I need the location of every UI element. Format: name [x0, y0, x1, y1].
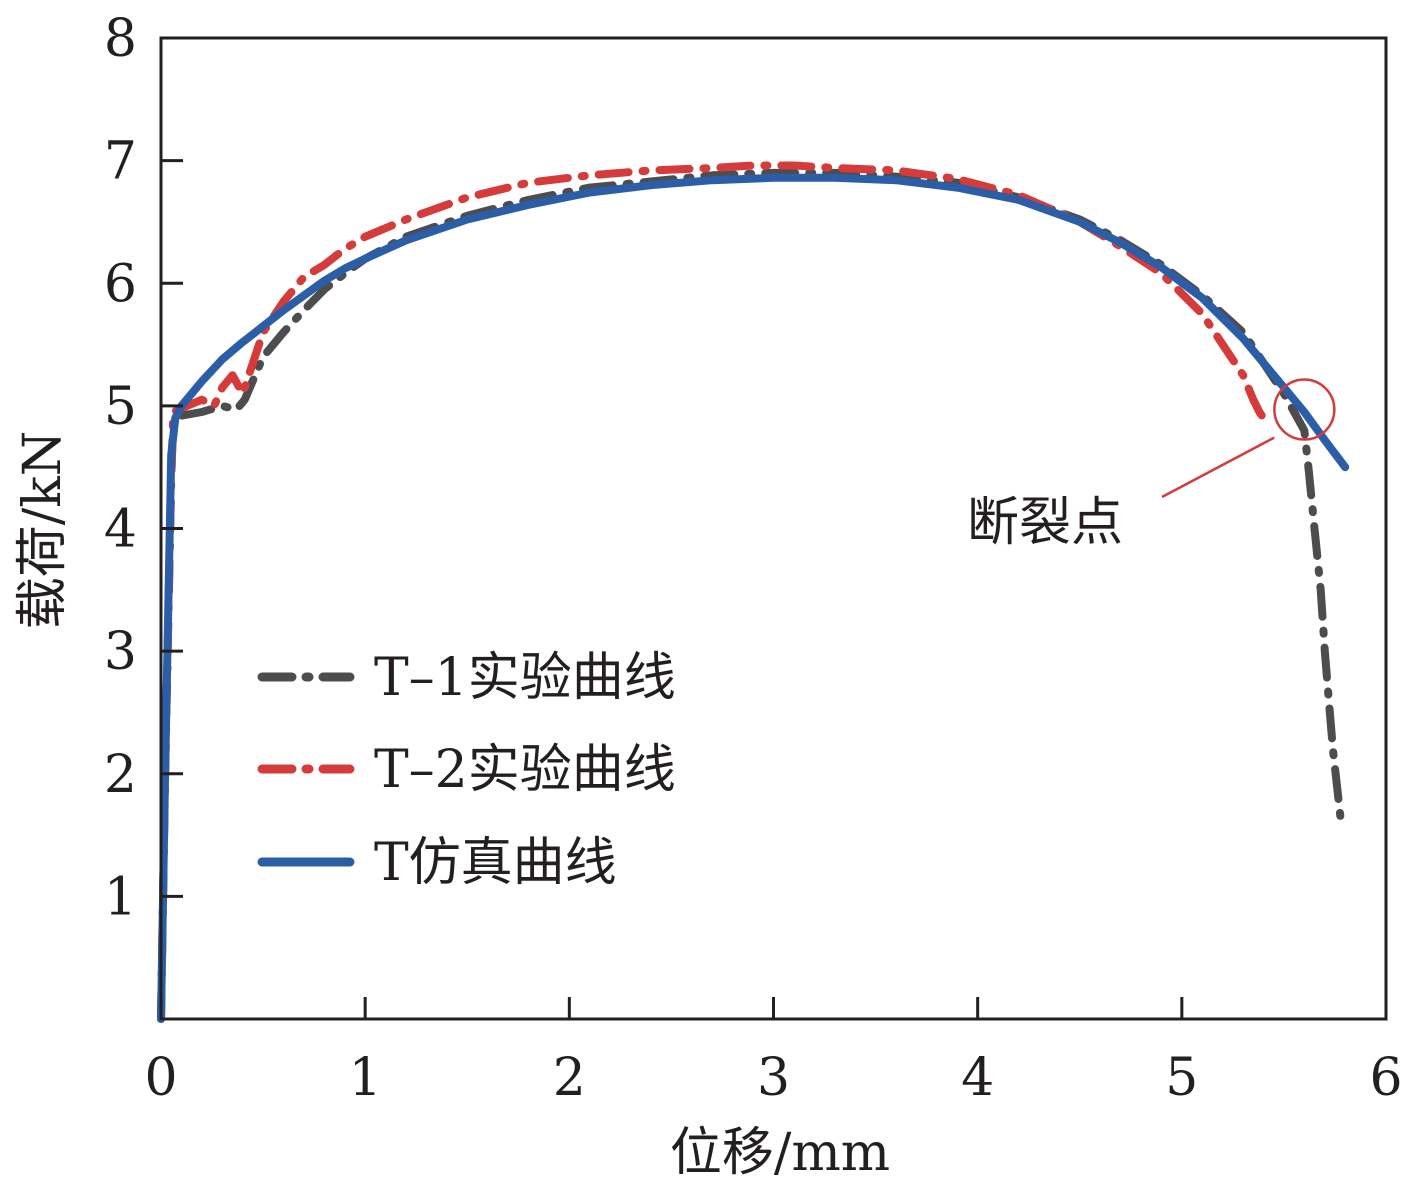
ticks-layer: 0 1 2 3 4 5 6 1 2 3 4 5 6 7 8: [104, 9, 1403, 1108]
x-tick-label: 2: [553, 1048, 586, 1108]
y-tick-label: 1: [104, 867, 137, 927]
x-tick-label: 1: [349, 1048, 382, 1108]
plot-frame: [159, 36, 1388, 1021]
y-tick-label: 4: [104, 500, 137, 560]
x-axis-title: 位移/mm: [670, 1123, 890, 1183]
y-tick-label: 2: [104, 745, 137, 805]
x-tick-label: 0: [144, 1048, 177, 1108]
y-tick-label: 5: [104, 377, 137, 437]
fracture-point-marker: [1273, 378, 1336, 441]
y-tick-label: 7: [104, 132, 137, 192]
y-tick-label: 6: [104, 254, 137, 314]
x-tick-label: 6: [1369, 1048, 1402, 1108]
legend: T–1实验曲线 T–2实验曲线 T仿真曲线: [257, 648, 676, 893]
x-tick-label: 3: [757, 1048, 790, 1108]
legend-label-3: T仿真曲线: [374, 833, 617, 893]
legend-label-1: T–1实验曲线: [374, 648, 676, 708]
y-tick-label: 8: [104, 9, 137, 69]
series-layer: [157, 161, 1350, 1023]
series-line-3: [157, 173, 1350, 1023]
annotation-layer: 断裂点: [967, 378, 1336, 553]
annotation-label: 断裂点: [967, 493, 1123, 553]
y-tick-label: 3: [104, 622, 137, 682]
legend-label-2: T–2实验曲线: [374, 740, 676, 800]
x-tick-label: 4: [961, 1048, 994, 1108]
series-line-1: [157, 168, 1346, 1023]
series-line-2: [157, 161, 1268, 1023]
x-tick-label: 5: [1165, 1048, 1198, 1108]
annotation-leader-line: [1161, 436, 1275, 499]
y-axis-title: 载荷/kN: [13, 431, 73, 630]
